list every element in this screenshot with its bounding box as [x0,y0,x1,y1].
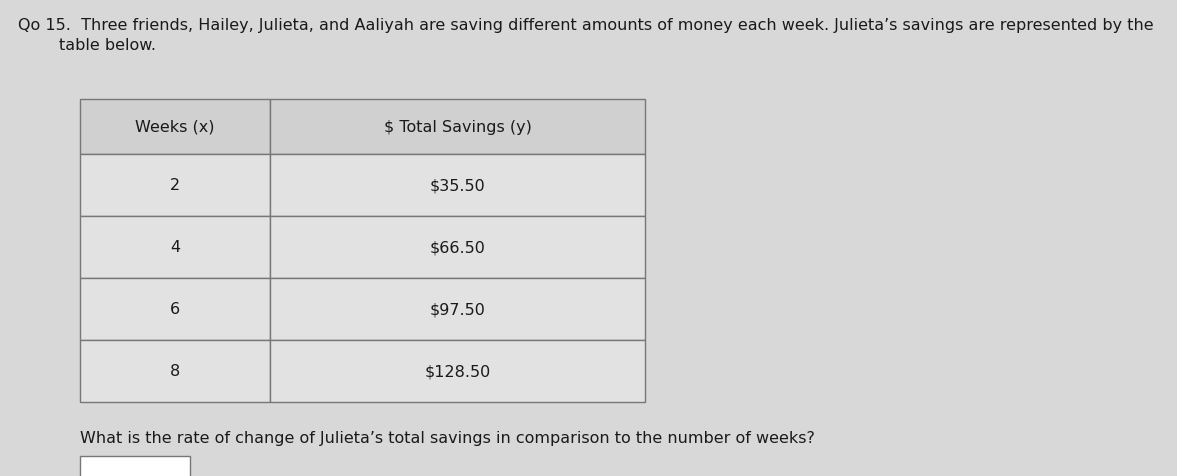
Text: $66.50: $66.50 [430,240,485,255]
Bar [80,456,189,476]
Bar [80,100,270,155]
Text: $35.50: $35.50 [430,178,485,193]
Text: Qo 15.  Three friends, Hailey, Julieta, and Aaliyah are saving different amounts: Qo 15. Three friends, Hailey, Julieta, a… [18,18,1153,33]
Text: Weeks (x): Weeks (x) [135,120,214,135]
Bar [80,340,270,402]
Bar [80,155,270,217]
Text: 4: 4 [169,240,180,255]
Bar [80,217,270,278]
Text: $ Total Savings (y): $ Total Savings (y) [384,120,532,135]
Text: 6: 6 [169,302,180,317]
Text: 8: 8 [169,364,180,379]
Bar [270,278,645,340]
Bar [270,155,645,217]
Bar [270,340,645,402]
Text: 2: 2 [169,178,180,193]
Text: What is the rate of change of Julieta’s total savings in comparison to the numbe: What is the rate of change of Julieta’s … [80,430,814,445]
Text: $128.50: $128.50 [425,364,491,379]
Text: table below.: table below. [18,38,157,53]
Bar [270,100,645,155]
Bar [80,278,270,340]
Bar [270,217,645,278]
Text: $97.50: $97.50 [430,302,485,317]
